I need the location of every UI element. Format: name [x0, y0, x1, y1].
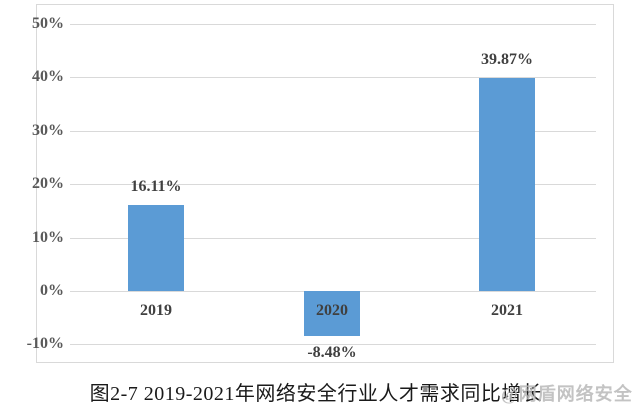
y-axis-tick-40%: 40%: [32, 68, 64, 85]
chart-title: 图2-7 2019-2021年网络安全行业人才需求同比增长: [89, 383, 543, 405]
watermark: @网盾网络安全: [501, 384, 632, 404]
y-axis-tick-30%: 30%: [32, 122, 64, 139]
y-axis-tick-50%: 50%: [32, 15, 64, 32]
bar-2019: [128, 205, 184, 291]
gridline-40%: [70, 77, 596, 78]
gridline--10%: [70, 344, 596, 345]
x-axis-label-2020: 2020: [316, 302, 348, 319]
y-axis-tick--10%: -10%: [26, 335, 64, 352]
y-axis-tick-10%: 10%: [32, 229, 64, 246]
bar-2021: [479, 78, 535, 291]
y-axis-tick-20%: 20%: [32, 175, 64, 192]
bar-2020: [304, 291, 360, 336]
gridline-30%: [70, 131, 596, 132]
data-label-2021: 39.87%: [481, 51, 533, 68]
data-label-2020: -8.48%: [307, 344, 357, 361]
data-label-2019: 16.11%: [130, 178, 182, 195]
x-axis-label-2021: 2021: [491, 302, 523, 319]
gridline-50%: [70, 24, 596, 25]
x-axis-label-2019: 2019: [140, 302, 172, 319]
gridline-10%: [70, 238, 596, 239]
gridline-20%: [70, 184, 596, 185]
y-axis-tick-0%: 0%: [40, 282, 64, 299]
